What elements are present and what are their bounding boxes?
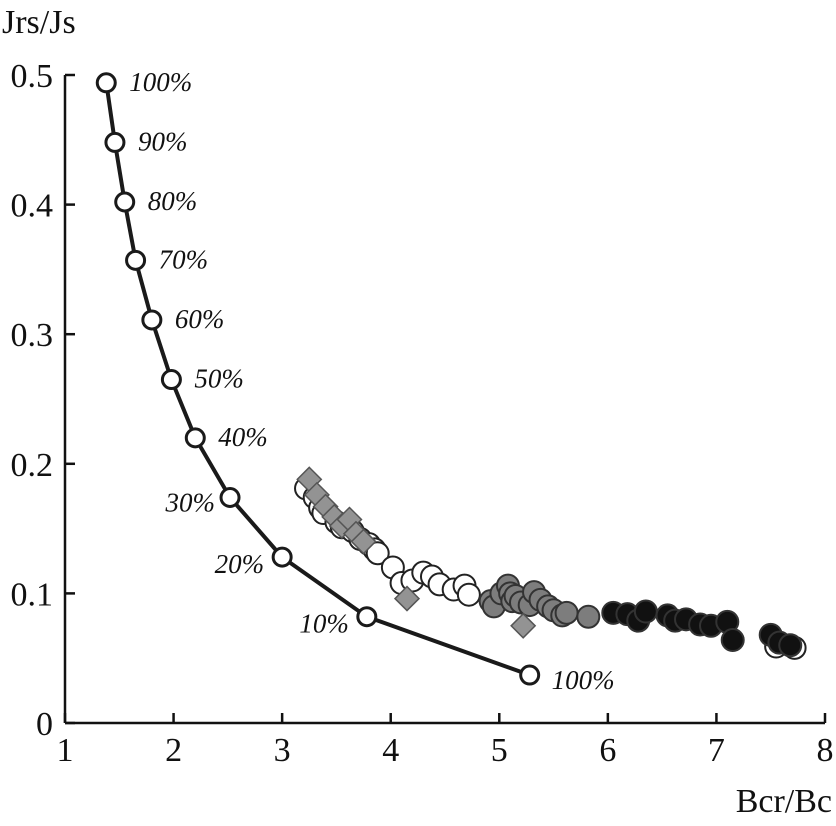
mixing-curve-label: 50% [194,364,244,394]
y-tick-label: 0.5 [11,58,54,95]
mixing-curve-label: 20% [215,549,265,579]
data-point-diamond [350,528,377,555]
data-point-circle [456,582,481,607]
data-point-circle [720,628,745,653]
data-point-circle [365,541,390,566]
data-point-circle [633,599,658,624]
mixing-curve-label: 100% [552,665,615,695]
mixing-curve-point [160,369,182,391]
data-point-diamond [393,585,421,612]
y-axis-title: Jrs/Js [2,4,76,41]
y-tick-label: 0.3 [11,317,54,354]
series-black-circles [601,599,803,658]
mixing-curve-point [219,486,241,508]
mixing-curve-point [95,72,117,94]
x-axis-title: Bcr/Bc [736,783,832,820]
x-tick-label: 1 [57,732,74,769]
y-tick-label: 0.4 [11,188,54,225]
mixing-curve-point [114,191,136,213]
y-tick-label: 0.1 [11,576,54,613]
mixing-curve-label: 100% [129,67,192,97]
x-tick-label: 8 [817,732,834,769]
mixing-curve-labels: 100% 90% 80% 70% 60% 50% 40% 30% 20% 10% 100% [129,67,614,695]
mixing-curve-label: 80% [148,186,198,216]
x-tick-label: 3 [274,732,291,769]
mixing-curve-label: 90% [138,126,188,156]
mixing-curve-label: 30% [165,487,216,517]
x-tick-label: 7 [708,732,725,769]
y-tick-label: 0.2 [11,447,54,484]
mixing-curve-point [104,131,126,153]
data-points [294,466,807,660]
x-tick-label: 5 [491,732,508,769]
x-tick-label: 4 [382,732,399,769]
mixing-curve-label: 60% [175,304,225,334]
y-tick-label: 0 [36,706,53,743]
x-tick-label: 6 [599,732,616,769]
axes [63,75,825,725]
mixing-curve-point [184,427,206,449]
y-ticks: 0 0.1 0.2 0.3 0.4 0.5 [11,58,75,743]
data-point-circle [778,633,803,658]
series-gray-diamonds [296,466,537,639]
data-point-circle [554,600,579,625]
mixing-curve-point [271,546,293,568]
mixing-curve-label: 70% [159,244,209,274]
mixing-curve-label: 40% [218,422,267,452]
data-point-diamond [510,612,537,639]
mixing-curve-points [95,72,541,686]
x-ticks: 1 2 3 4 5 6 7 8 [57,713,834,769]
mixing-curve-point [519,664,541,686]
mixing-curve-point [125,249,147,271]
mixing-curve-point [356,606,378,628]
mixing-curve-label: 10% [299,609,349,639]
data-point-circle [576,604,601,629]
series-gray-circles [478,573,601,629]
mixing-curve-point [141,309,163,331]
x-tick-label: 2 [165,732,182,769]
